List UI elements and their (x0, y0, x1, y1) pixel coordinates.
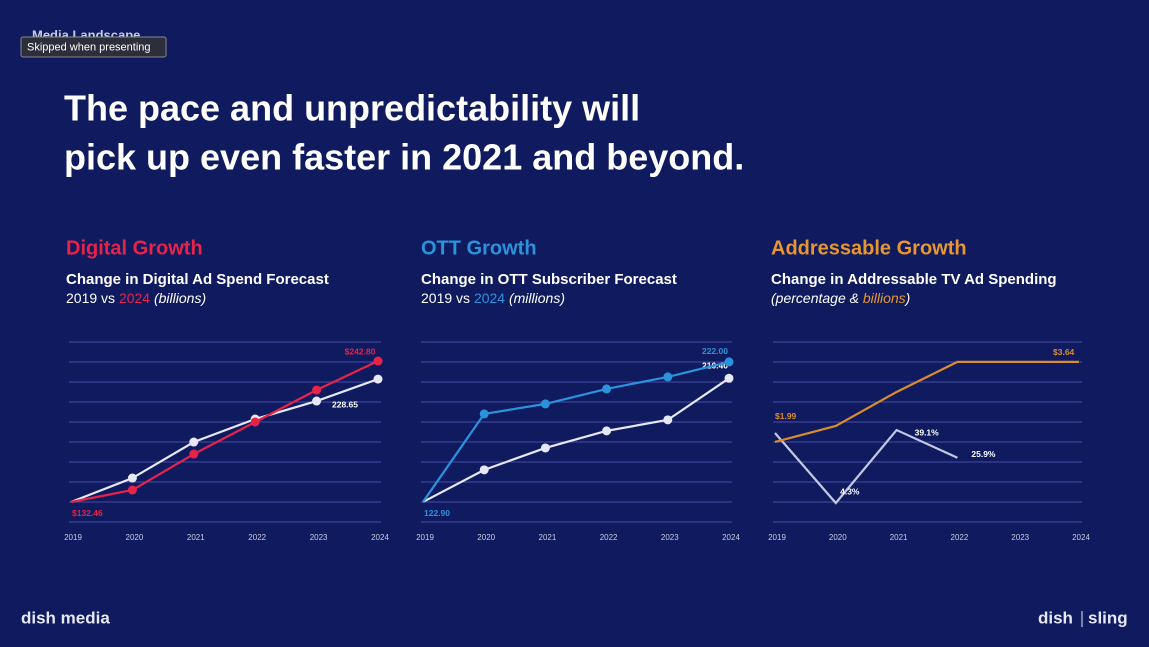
point (479, 465, 489, 475)
point (127, 473, 137, 483)
chart-header: Digital Growth Change in Digital Ad Spen… (66, 237, 329, 305)
legend-entry: 2024 (474, 290, 505, 306)
tooltip-box (20, 36, 167, 58)
point (479, 409, 489, 419)
legend-entry: 2024 (119, 290, 150, 306)
point (540, 443, 550, 453)
point (127, 485, 137, 495)
chart-heading: Addressable Growth (771, 237, 967, 259)
data-label: $242.80 (345, 346, 376, 356)
logo-left: dish media (21, 608, 110, 627)
caption-part: ( (771, 290, 777, 306)
caption: 2019 vs 2024 (billions) (66, 290, 206, 306)
title-line: pick up even faster in 2021 and beyond. (64, 137, 744, 178)
chart-heading: Digital Growth (66, 237, 203, 259)
data-label: 228.65 (332, 399, 358, 409)
series-line (422, 360, 730, 503)
data-label: 39.1% (915, 427, 940, 437)
x-tick-label: 2020 (829, 533, 847, 542)
chart-heading: OTT Growth (421, 237, 537, 259)
chart: 2019 2020 2021 2022 2023 2024 4.3% 39.1% 25.9% $1… (768, 341, 1090, 542)
point (724, 373, 734, 383)
caption-part: vs (456, 290, 470, 306)
point (373, 356, 383, 366)
series-line (774, 360, 1079, 444)
data-label: $3.64 (1053, 347, 1075, 357)
x-tick-label: 2019 (416, 533, 434, 542)
legend-entry: percentage (775, 290, 846, 306)
data-label: 4.3% (840, 486, 860, 496)
title-line: The pace and unpredictability will (64, 88, 640, 129)
x-tick-label: 2020 (126, 533, 144, 542)
chart: 2019 2020 2021 2022 2023 2024210.40122.90222.… (416, 341, 740, 542)
caption-part: (millions) (509, 290, 565, 306)
x-tick-label: 2024 (371, 533, 389, 542)
point (663, 372, 673, 382)
x-tick-label: 2021 (890, 533, 908, 542)
logo-right-2: sling (1088, 608, 1128, 627)
x-tick-label: 2024 (722, 533, 740, 542)
data-label: 25.9% (971, 449, 996, 459)
point (373, 374, 383, 384)
data-label: $132.46 (72, 508, 103, 518)
x-tick-label: 2019 (768, 533, 786, 542)
point (724, 357, 734, 367)
chart-header: Addressable Growth Change in Addressable… (771, 237, 1057, 305)
data-label: $1.99 (775, 411, 797, 421)
caption-part: (billions) (154, 290, 206, 306)
x-tick-label: 2021 (187, 533, 205, 542)
logo-right: dish (1038, 608, 1073, 627)
point (250, 417, 260, 427)
chart-title: Change in OTT Subscriber Forecast (421, 271, 677, 288)
caption-part: ) (904, 290, 911, 306)
point (189, 437, 199, 447)
caption-part: vs (101, 290, 115, 306)
x-tick-label: 2023 (310, 533, 328, 542)
legend-entry: 2019 (66, 290, 97, 306)
x-tick-label: 2024 (1072, 533, 1090, 542)
x-tick-label: 2023 (661, 533, 679, 542)
point (602, 426, 612, 436)
x-tick-label: 2020 (477, 533, 495, 542)
caption: (percentage & billions) (771, 290, 910, 306)
series-line (70, 360, 379, 504)
x-tick-label: 2022 (951, 533, 969, 542)
point (312, 396, 322, 406)
caption: 2019 vs 2024 (millions) (421, 290, 565, 306)
series-line (70, 378, 379, 504)
point (602, 384, 612, 394)
chart-title: Change in Digital Ad Spend Forecast (66, 271, 329, 288)
x-tick-label: 2019 (64, 533, 82, 542)
point (663, 415, 673, 425)
x-tick-label: 2023 (1011, 533, 1029, 542)
data-label: 222.00 (702, 346, 728, 356)
point (312, 385, 322, 395)
point (540, 399, 550, 409)
series-line (422, 377, 730, 503)
x-tick-label: 2022 (600, 533, 618, 542)
x-tick-label: 2022 (248, 533, 266, 542)
legend-entry: billions (863, 290, 906, 306)
point (189, 449, 199, 459)
legend-entry: 2019 (421, 290, 452, 306)
data-label: 122.90 (424, 508, 450, 518)
tooltip: Skipped when presenting (27, 41, 151, 53)
chart: 2019 2020 2021 2022 2023 2024 228.65 $132.46 $24… (64, 341, 389, 542)
series-line (774, 428, 958, 505)
caption-part: & (850, 290, 859, 306)
chart-title: Change in Addressable TV Ad Spending (771, 271, 1057, 288)
chart-header: OTT Growth Change in OTT Subscriber Fore… (421, 237, 677, 305)
x-tick-label: 2021 (539, 533, 557, 542)
